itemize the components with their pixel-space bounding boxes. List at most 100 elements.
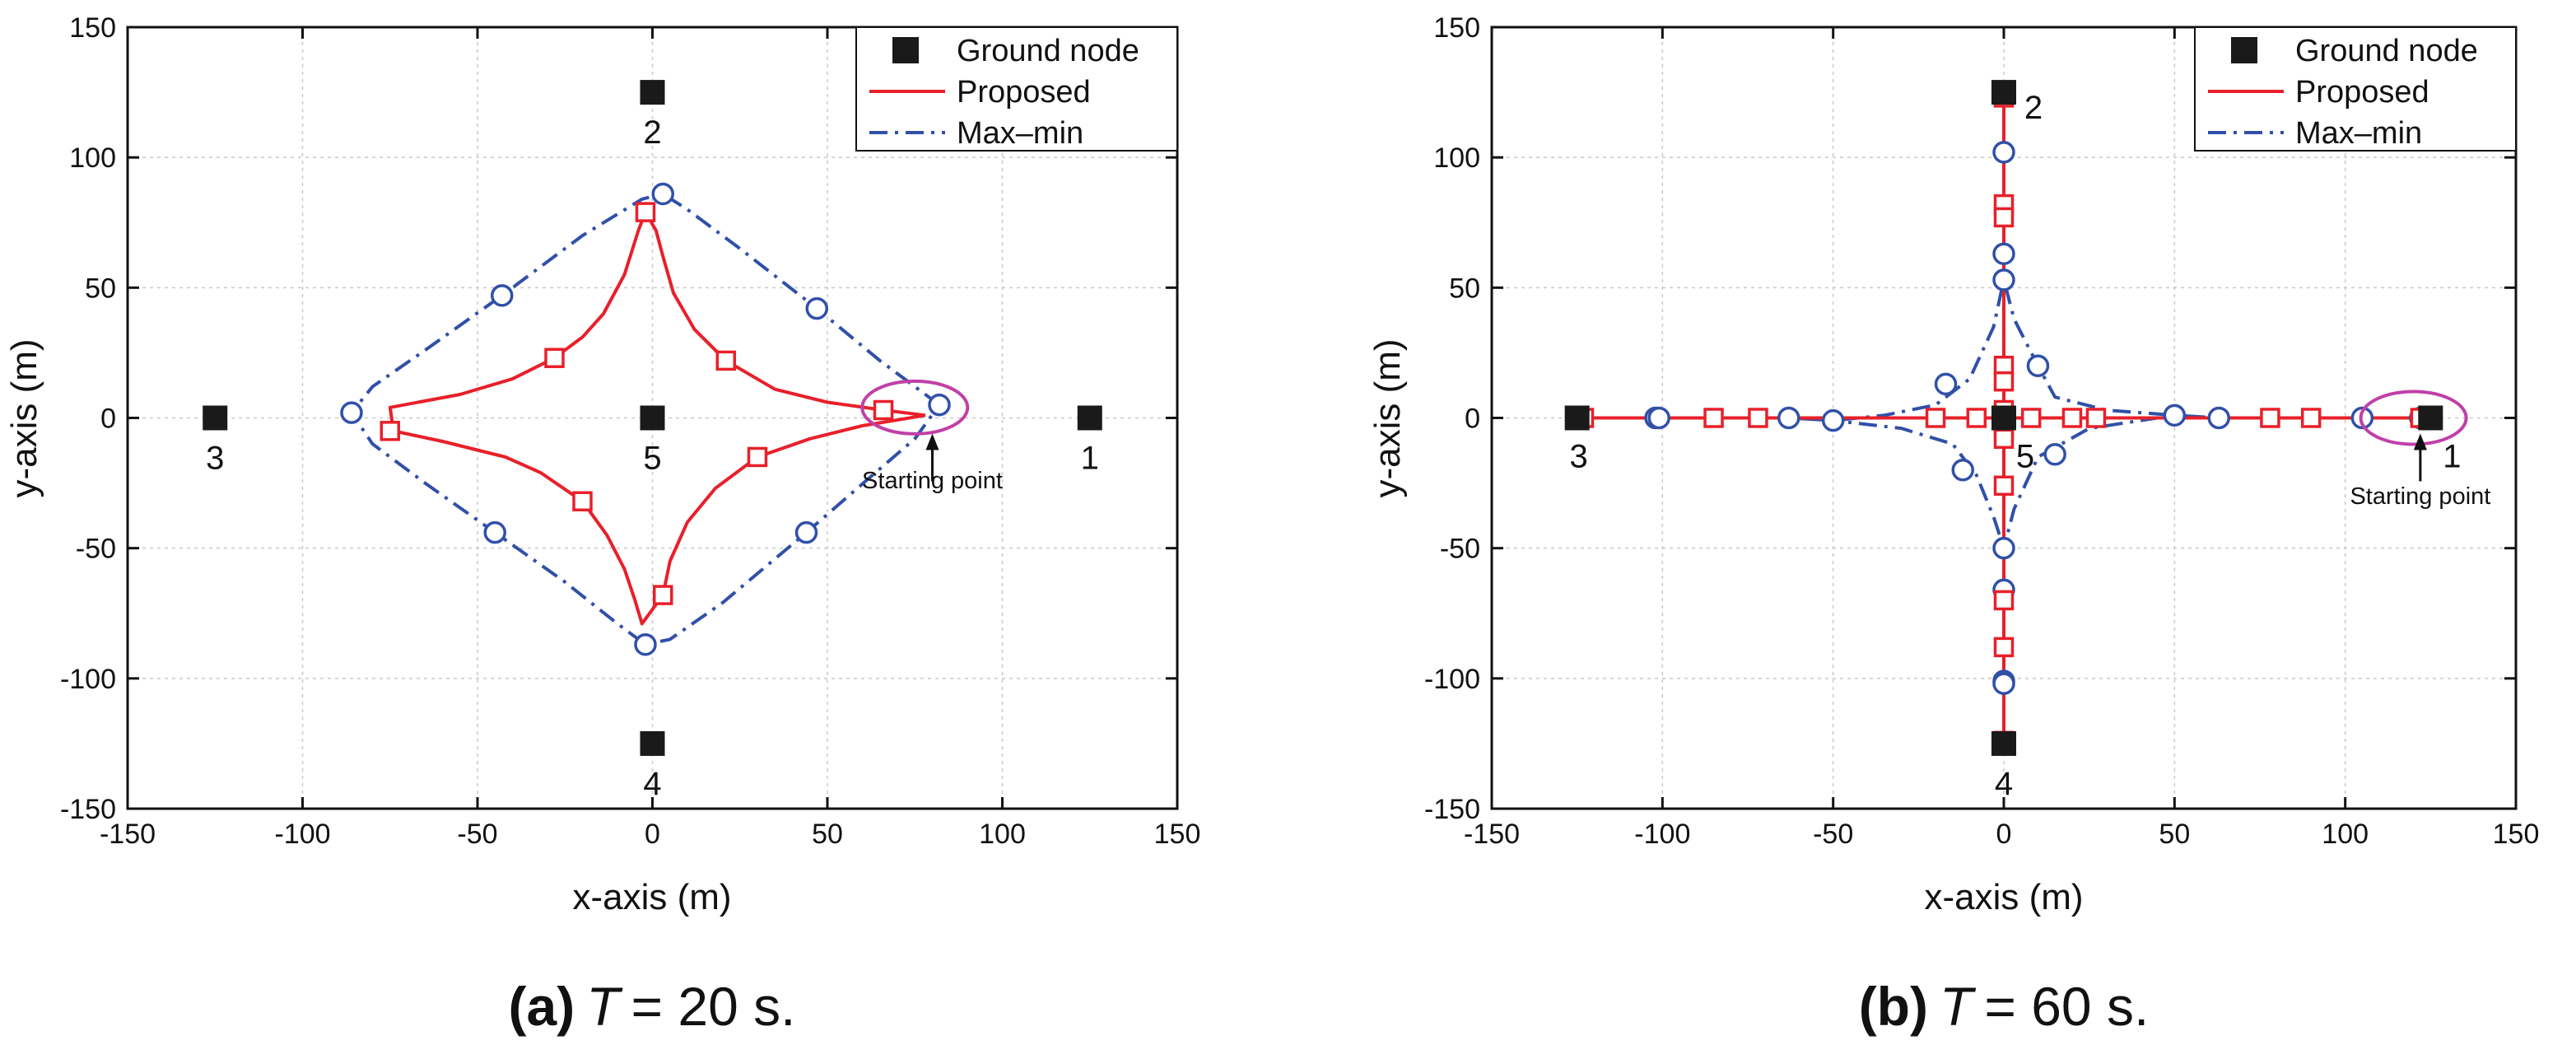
legend-label-proposed: Proposed [2295, 75, 2429, 110]
proposed-marker [1966, 408, 1987, 428]
legend-label-proposed: Proposed [957, 75, 1091, 110]
ground-node-4 [1991, 730, 2016, 756]
ground-node-5 [1991, 405, 2016, 431]
chart-panel-a: 1 2 3 4 5 Starting point -150 -100 -50 0 50 100 15… [4, 12, 1200, 1037]
max-min-marker [805, 296, 828, 320]
proposed-marker [572, 491, 593, 511]
legend-label-ground-node: Ground node [957, 34, 1139, 68]
proposed-marker [1993, 590, 2015, 611]
ground-node-2 [640, 80, 665, 105]
y-tick-label: 0 [1465, 404, 1480, 435]
max-min-marker [651, 182, 674, 206]
proposed-marker [2300, 408, 2322, 428]
annotation: Starting point [860, 379, 1003, 494]
legend-box [855, 26, 1178, 152]
max-min-marker [2043, 443, 2066, 466]
y-tick-label: 150 [1433, 12, 1480, 44]
y-tick-label: 150 [69, 12, 116, 44]
max-min-marker [1821, 408, 1845, 432]
y-tick-label: 50 [85, 273, 116, 304]
y-tick-label: -150 [60, 794, 116, 825]
legend-symbol-ground-node [892, 37, 919, 63]
y-tick-label: 100 [69, 142, 116, 174]
ground-node-label-5: 5 [2016, 439, 2034, 475]
x-axis-label: x-axis (m) [1924, 877, 2083, 917]
max-min-marker [2207, 406, 2230, 430]
starting-point-label: Starting point [2350, 483, 2490, 510]
x-tick-label: 100 [979, 819, 1026, 850]
proposed-marker [1993, 371, 2015, 392]
ground-nodes: 1 2 3 4 5 [203, 80, 1102, 802]
max-min-marker [1951, 459, 1974, 482]
ground-node-label-4: 4 [1995, 766, 2013, 802]
proposed-marker [2061, 408, 2083, 428]
starting-point-arrowhead [2413, 433, 2427, 450]
y-axis-label: y-axis (m) [1367, 338, 1408, 497]
ground-node-5 [640, 405, 665, 431]
legend: Ground node Proposed Max–min [2194, 26, 2517, 152]
ground-node-label-3: 3 [206, 441, 224, 477]
max-min-marker [1992, 141, 2015, 164]
max-min-marker [1777, 406, 1800, 430]
proposed-marker [1993, 207, 2015, 228]
x-tick-label: 50 [2159, 819, 2190, 850]
x-tick-label: 0 [645, 819, 660, 850]
caption-variable: T [586, 976, 623, 1037]
ground-nodes: 1 2 3 4 5 [1564, 80, 2461, 802]
caption-a: (a) T = 20 s. [509, 976, 796, 1037]
ground-node-label-2: 2 [2024, 90, 2043, 126]
ground-node-label-3: 3 [1570, 439, 1588, 475]
x-tick-label: -150 [1464, 819, 1520, 850]
starting-point-ellipse [2359, 390, 2468, 446]
max-min-marker [2026, 354, 2050, 377]
proposed-marker [2260, 408, 2280, 428]
max-min-marker [2163, 404, 2187, 427]
y-tick-label: -100 [1424, 664, 1480, 695]
y-tick-label: 100 [1433, 142, 1480, 174]
caption-equation: = 20 s. [631, 976, 796, 1037]
max-min-marker [1934, 372, 1958, 396]
x-tick-label: -100 [1634, 819, 1690, 850]
legend-label-max-min: Max–min [957, 116, 1083, 151]
x-tick-label: -50 [1813, 819, 1853, 850]
proposed-marker [380, 421, 400, 441]
max-min-marker [928, 393, 951, 417]
proposed-marker [873, 399, 894, 421]
axis-ticks: -150 -100 -50 0 50 100 150 -150 -100 -50 0 50 100 150 [60, 12, 1200, 850]
proposed-marker [715, 350, 736, 371]
proposed-trajectory [388, 210, 926, 626]
y-tick-label: 0 [100, 404, 116, 435]
max-min-marker [634, 632, 657, 656]
caption-label: (a) [509, 976, 575, 1037]
proposed-marker [1993, 428, 2015, 450]
proposed-marker [1925, 408, 1946, 428]
x-tick-label: 50 [812, 819, 843, 850]
caption-label: (b) [1859, 976, 1928, 1037]
max-min-marker [1992, 268, 2015, 292]
max-min-marker [1992, 672, 2015, 695]
legend-label-ground-node: Ground node [2295, 34, 2478, 68]
max-min-marker [491, 284, 514, 307]
proposed-marker [1993, 637, 2015, 658]
x-axis-label: x-axis (m) [572, 877, 731, 917]
proposed-marker [747, 446, 768, 468]
max-min-marker [483, 520, 506, 544]
proposed-marker [544, 348, 565, 368]
ground-node-3 [203, 405, 228, 431]
x-tick-label: -50 [457, 819, 497, 850]
legend-symbol-ground-node [2231, 37, 2257, 63]
y-tick-label: -50 [76, 534, 116, 565]
starting-point-arrowhead [925, 433, 939, 450]
axis-ticks: -150 -100 -50 0 50 100 150 -150 -100 -50 0 50 100 150 [1424, 12, 2539, 850]
x-tick-label: 0 [1996, 819, 2012, 850]
markers [340, 182, 951, 656]
proposed-marker [2020, 408, 2042, 428]
ground-node-label-1: 1 [2443, 439, 2461, 475]
proposed-marker [1993, 475, 2015, 496]
ground-node-label-2: 2 [643, 114, 661, 151]
max-min-marker [1992, 242, 2015, 265]
caption-b: (b) T = 60 s. [1859, 976, 2150, 1037]
x-tick-label: 100 [2322, 819, 2369, 850]
proposed-marker [1703, 408, 1724, 428]
